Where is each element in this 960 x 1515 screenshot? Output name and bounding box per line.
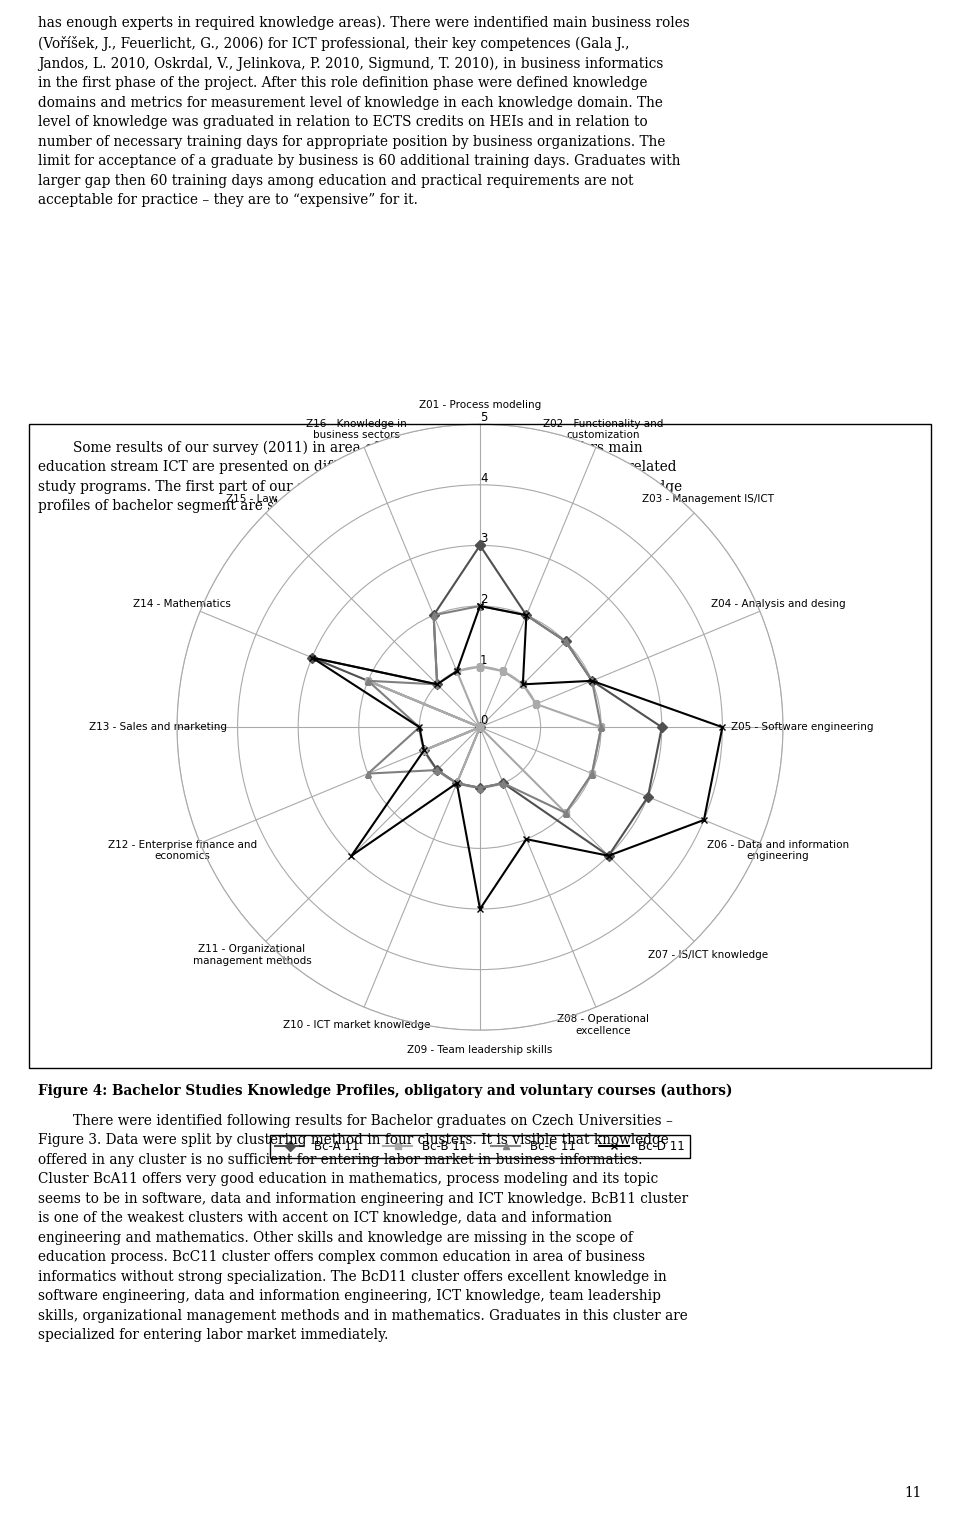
Text: Some results of our survey (2011) in area of knowledge and skills that offers ma: Some results of our survey (2011) in are… [38,441,683,514]
Text: Figure 4: Bachelor Studies Knowledge Profiles, obligatory and voluntary courses : Figure 4: Bachelor Studies Knowledge Pro… [38,1083,732,1098]
Legend: Bc-A 11, Bc-B 11, Bc-C 11, Bc-D 11: Bc-A 11, Bc-B 11, Bc-C 11, Bc-D 11 [271,1135,689,1157]
Text: has enough experts in required knowledge areas). There were indentified main bus: has enough experts in required knowledge… [38,15,690,208]
Text: 11: 11 [904,1486,922,1500]
Text: There were identified following results for Bachelor graduates on Czech Universi: There were identified following results … [38,1114,688,1342]
